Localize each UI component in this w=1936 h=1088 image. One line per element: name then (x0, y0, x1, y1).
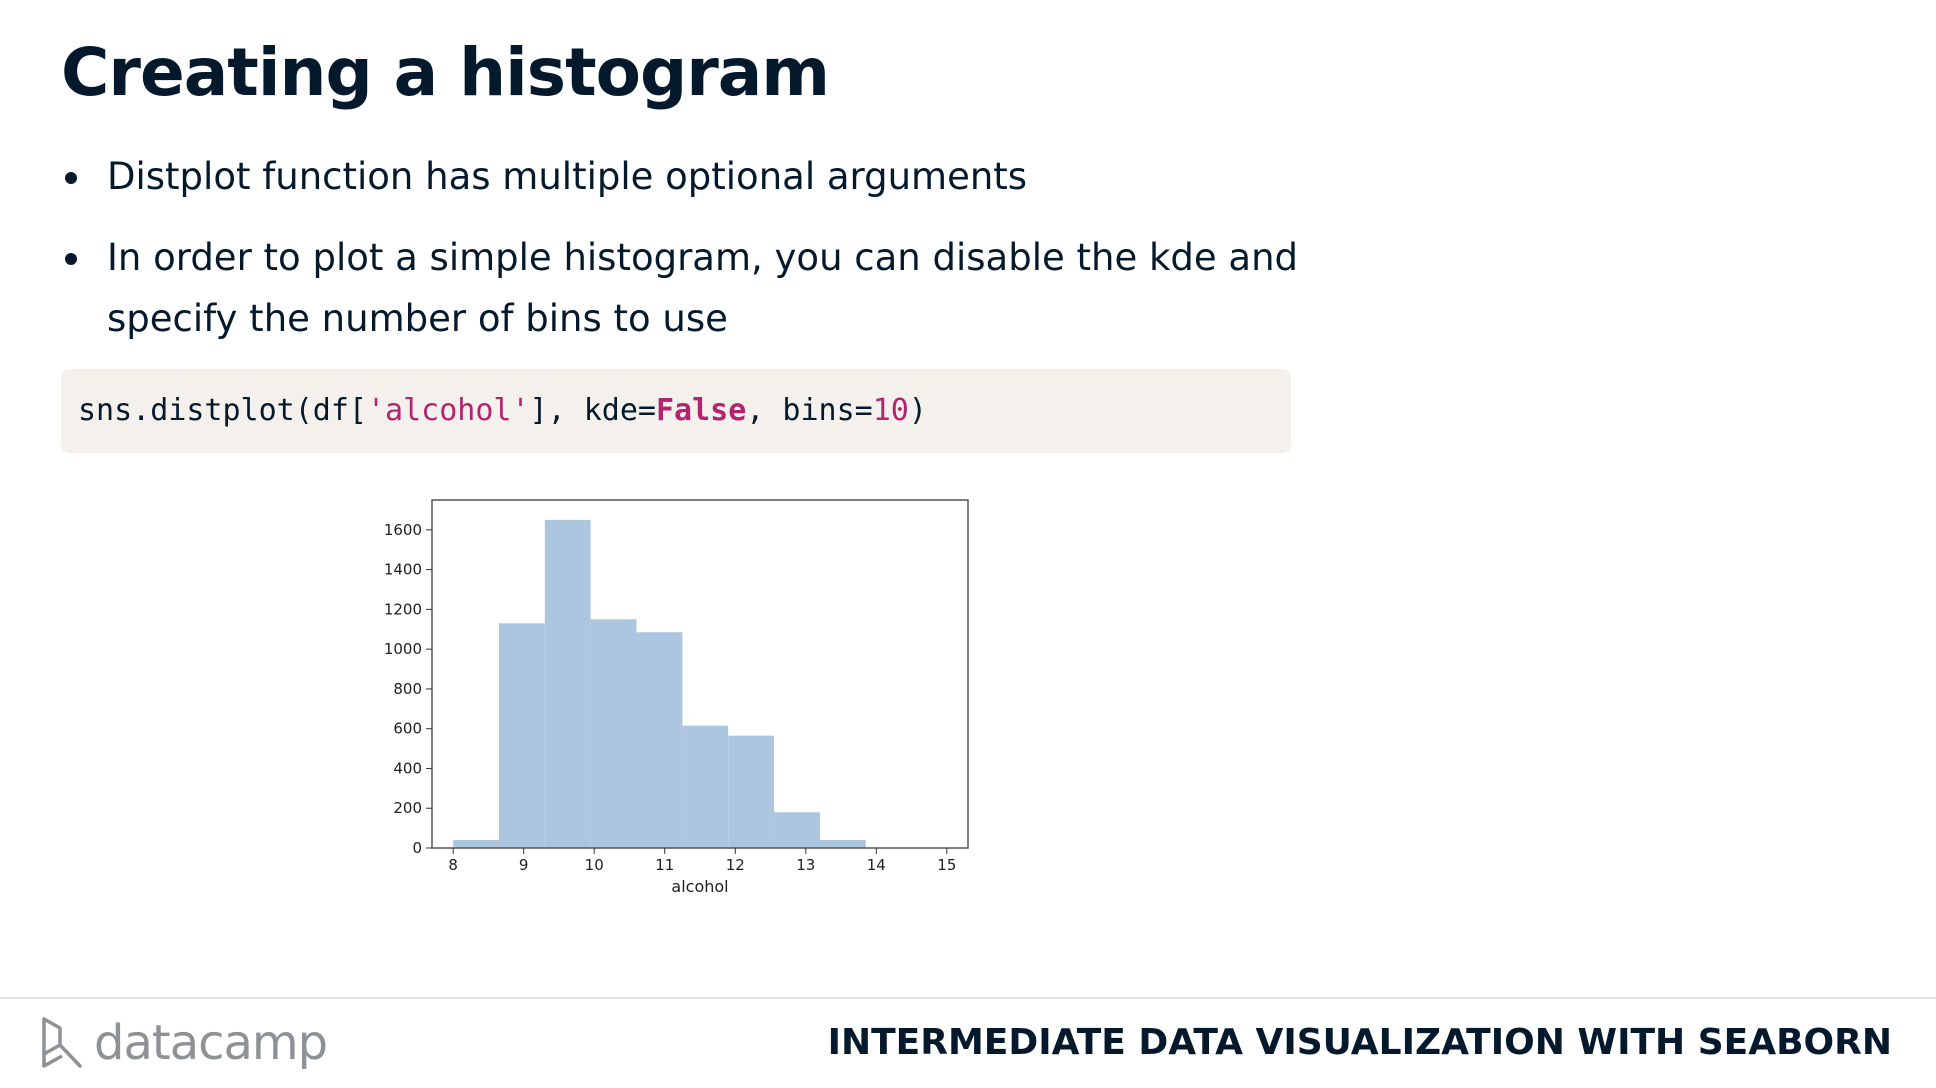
bullet-item: In order to plot a simple histogram, you… (61, 227, 1307, 349)
footer-logo: datacamp (40, 1015, 328, 1071)
histogram-chart: 0 200 400 600 800 1000 1200 1400 1600 8 9 10 11 12 13… (384, 499, 969, 896)
histogram-bar (774, 812, 820, 848)
code-keyword: False (655, 393, 747, 428)
y-tick-label: 1200 (384, 600, 422, 618)
bars-group (453, 519, 866, 848)
bullet-list: Distplot function has multiple optional … (61, 146, 1361, 369)
slide-title: Creating a histogram (61, 34, 830, 111)
x-tick-label: 11 (655, 856, 674, 874)
bullet-item: Distplot function has multiple optional … (61, 146, 1207, 207)
x-tick-label: 8 (448, 856, 458, 874)
y-axis: 0 200 400 600 800 1000 1200 1400 1600 (384, 521, 432, 857)
brand-name: datacamp (94, 1015, 328, 1071)
histogram-bar (819, 840, 866, 848)
footer-divider (0, 997, 1936, 999)
bullet-dot-icon (65, 253, 77, 265)
plot-frame (431, 499, 969, 849)
bullet-text: Distplot function has multiple optional … (107, 155, 1028, 198)
x-tick-label: 15 (937, 856, 956, 874)
histogram-bar (636, 632, 683, 848)
code-number: 10 (872, 393, 909, 428)
code-mid: ], kde= (529, 393, 656, 428)
y-tick-label: 1400 (384, 561, 422, 579)
histogram-bar (682, 725, 729, 848)
histogram-bar (453, 840, 499, 848)
y-tick-label: 800 (393, 680, 422, 698)
y-tick-label: 400 (393, 759, 422, 777)
code-suffix: ) (908, 393, 927, 428)
x-tick-label: 13 (796, 856, 815, 874)
x-tick-label: 9 (519, 856, 529, 874)
x-axis-label: alcohol (671, 877, 728, 896)
code-mid2: , bins= (746, 393, 873, 428)
x-tick-label: 14 (867, 856, 886, 874)
code-block: sns.distplot(df['alcohol'], kde=False, b… (61, 369, 1291, 453)
y-tick-label: 1600 (384, 521, 422, 539)
histogram-bar (728, 735, 775, 848)
y-tick-label: 1000 (384, 640, 422, 658)
x-tick-label: 12 (726, 856, 745, 874)
bullet-text: In order to plot a simple histogram, you… (107, 236, 1299, 340)
datacamp-logo-icon (42, 1017, 82, 1068)
code-string: 'alcohol' (366, 393, 530, 428)
x-axis: 8 9 10 11 12 13 14 15 (448, 848, 956, 874)
y-tick-label: 200 (393, 799, 422, 817)
bullet-dot-icon (65, 172, 77, 184)
course-title: INTERMEDIATE DATA VISUALIZATION WITH SEA… (827, 1022, 1892, 1063)
histogram-bar (590, 619, 637, 848)
histogram-bar (499, 623, 545, 848)
x-tick-label: 10 (585, 856, 604, 874)
code-prefix: sns.distplot(df[ (78, 393, 367, 428)
y-tick-label: 600 (393, 720, 422, 738)
y-tick-label: 0 (412, 839, 422, 857)
histogram-bar (544, 519, 591, 848)
